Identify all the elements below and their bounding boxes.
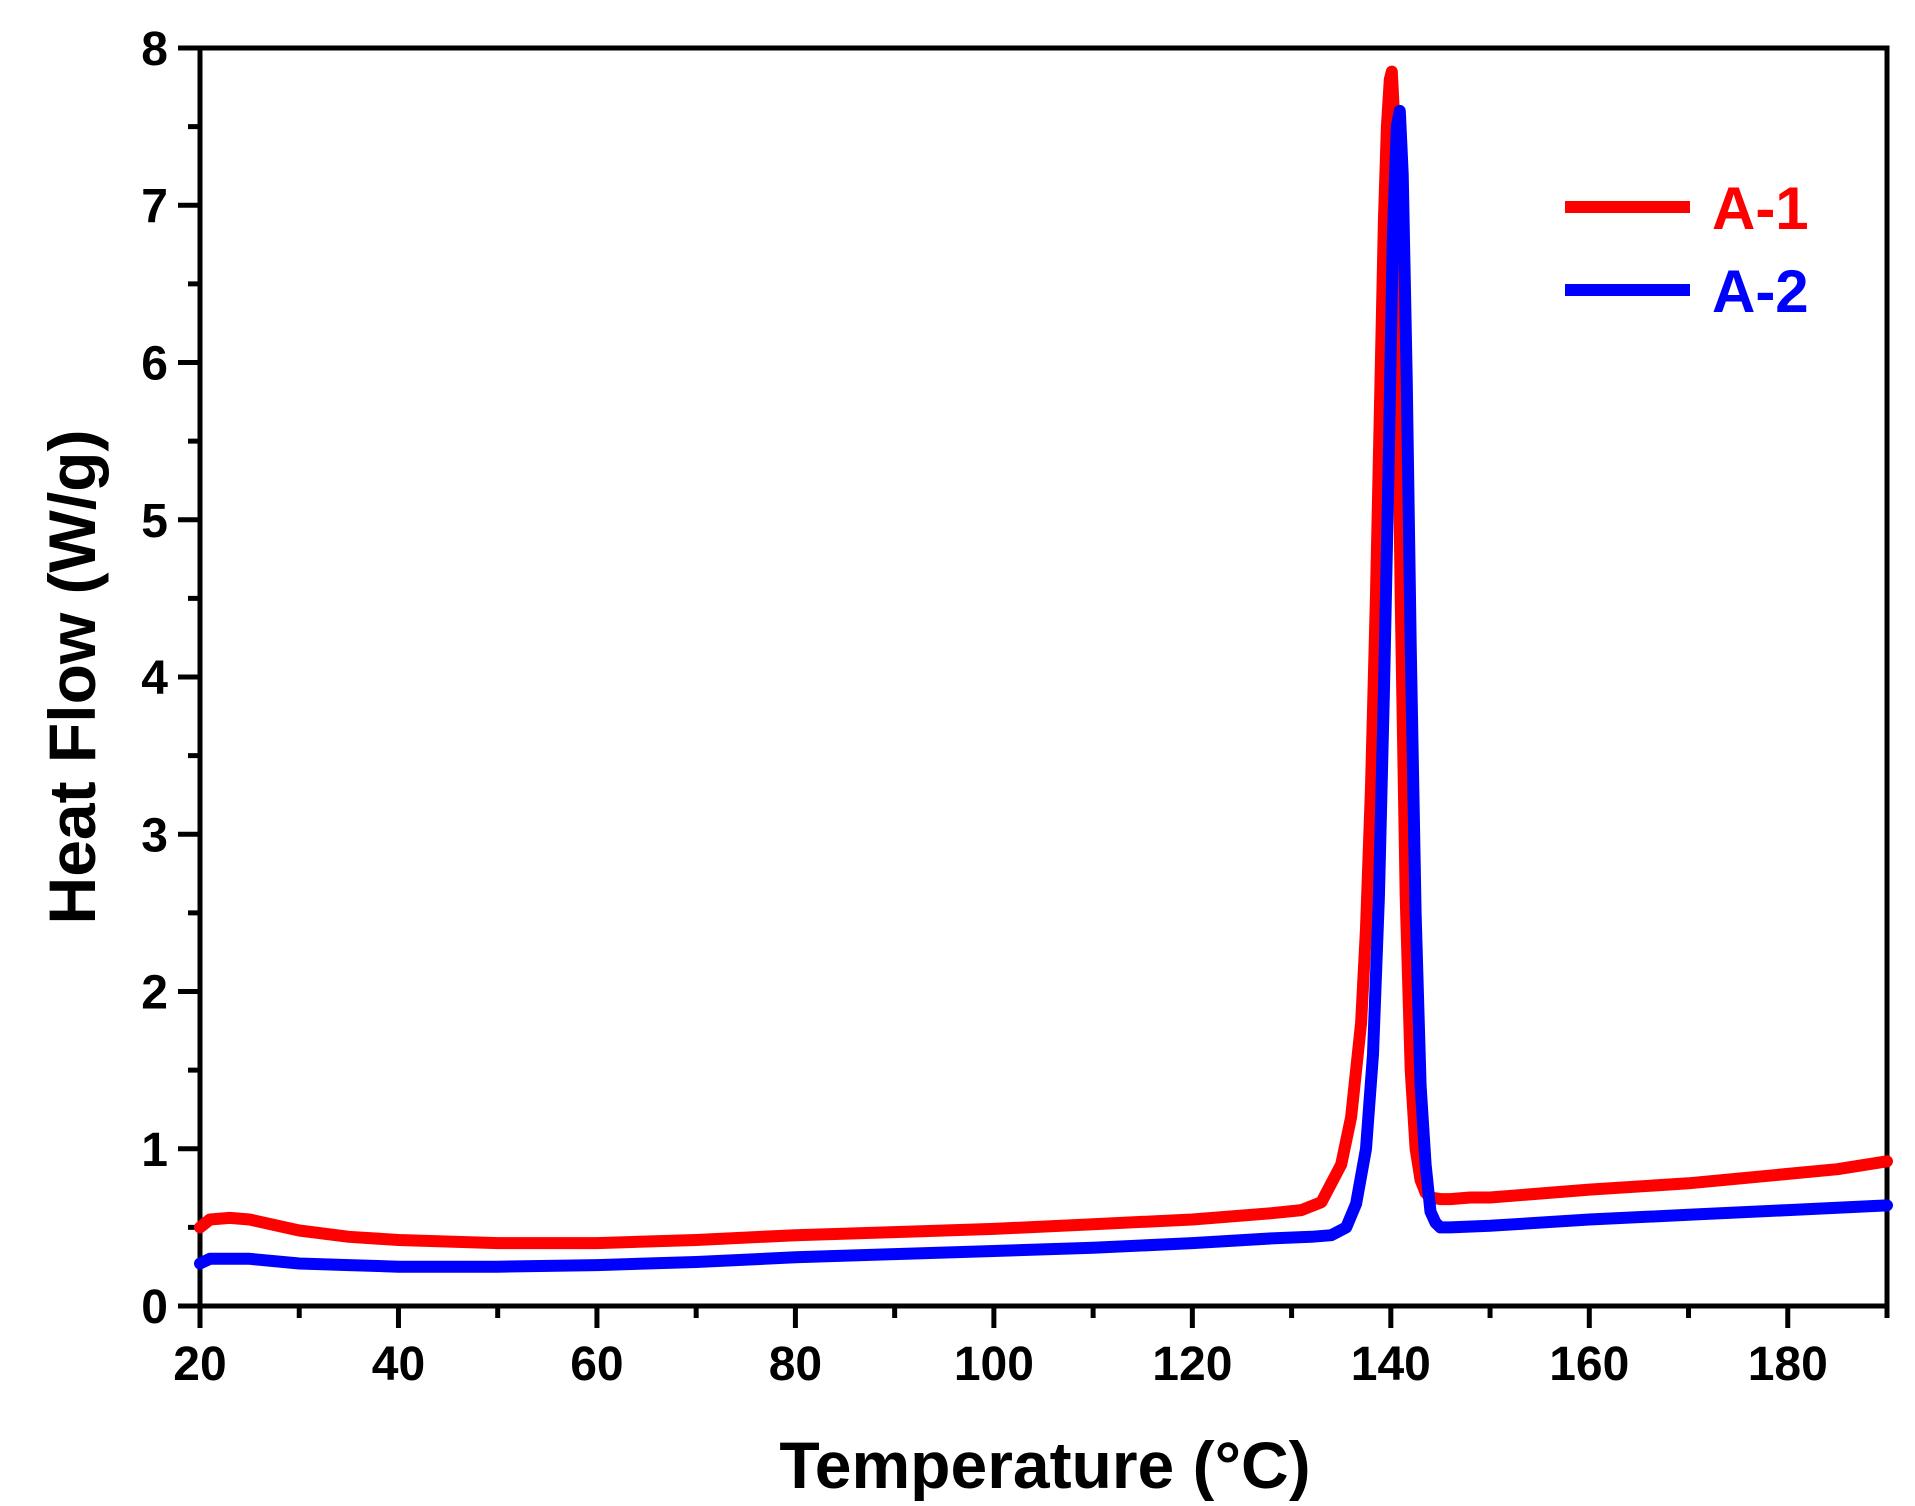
y-tick-label: 8 bbox=[141, 23, 168, 76]
y-tick-label: 2 bbox=[141, 967, 168, 1020]
y-axis-ticks: 0 1 2 3 4 5 6 7 8 bbox=[141, 23, 200, 1334]
y-tick-label: 4 bbox=[141, 652, 168, 705]
x-tick-label: 180 bbox=[1748, 1338, 1828, 1391]
legend-label-a-1: A-1 bbox=[1712, 175, 1809, 242]
plot-frame bbox=[197, 45, 1890, 1309]
x-tick-label: 80 bbox=[769, 1338, 822, 1391]
x-tick-label: 40 bbox=[372, 1338, 425, 1391]
x-tick-label: 140 bbox=[1351, 1338, 1431, 1391]
x-axis-ticks: 20 40 60 80 100 120 140 160 180 bbox=[173, 1306, 1890, 1391]
y-tick-label: 0 bbox=[141, 1281, 168, 1334]
y-axis-label: Heat Flow (W/g) bbox=[35, 430, 109, 925]
series-line-a-1 bbox=[194, 65, 1893, 1250]
x-tick-label: 120 bbox=[1152, 1338, 1232, 1391]
x-tick-label: 60 bbox=[570, 1338, 623, 1391]
x-tick-label: 100 bbox=[954, 1338, 1034, 1391]
x-tick-label: 20 bbox=[173, 1338, 226, 1391]
y-tick-label: 1 bbox=[141, 1124, 168, 1177]
y-tick-label: 7 bbox=[141, 180, 168, 233]
series-layer bbox=[194, 65, 1893, 1273]
x-tick-label: 160 bbox=[1549, 1338, 1629, 1391]
y-tick-label: 3 bbox=[141, 809, 168, 862]
legend: A-1A-2 bbox=[1565, 175, 1809, 325]
legend-label-a-2: A-2 bbox=[1712, 258, 1809, 325]
x-axis-label: Temperature (°C) bbox=[779, 1428, 1310, 1501]
y-tick-label: 6 bbox=[141, 338, 168, 391]
y-tick-label: 5 bbox=[141, 495, 168, 548]
series-line-a-2 bbox=[194, 104, 1893, 1273]
